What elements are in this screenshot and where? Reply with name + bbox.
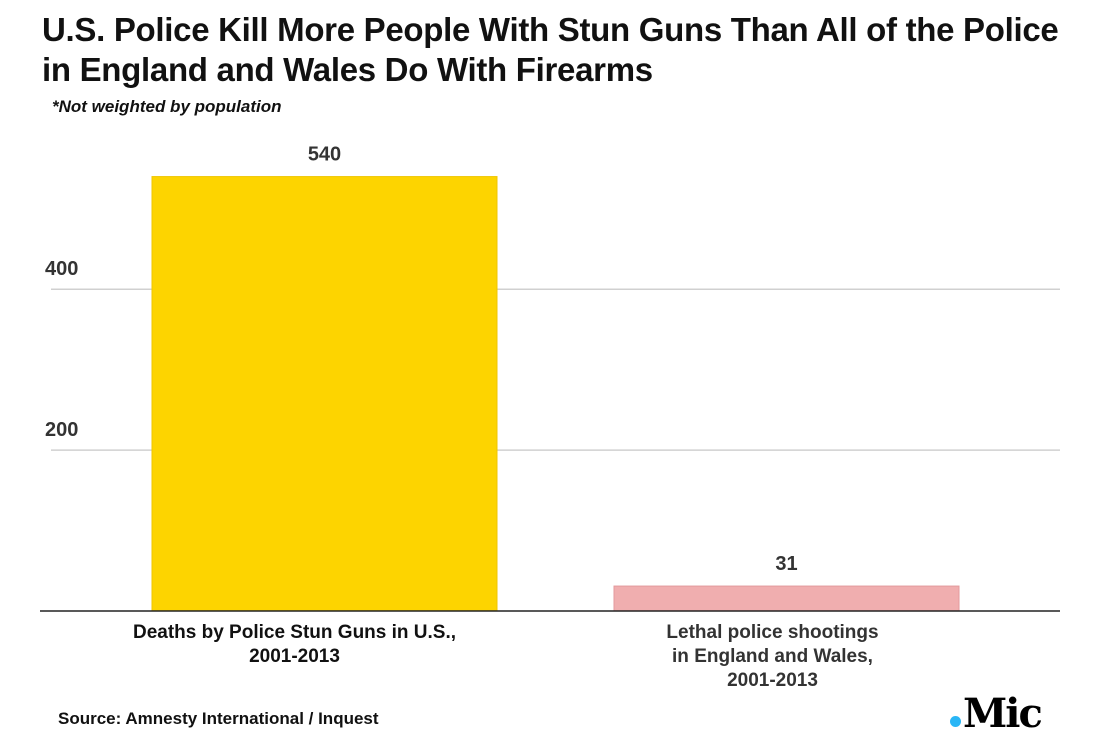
x-category-label: Deaths by Police Stun Guns in U.S., 2001-… (133, 622, 456, 667)
source-note: Source: Amnesty International / Inquest (58, 709, 379, 728)
x-category-label-line: Deaths by Police Stun Guns in U.S., (133, 622, 456, 643)
data-label: 31 (775, 553, 797, 575)
logo-dot (950, 716, 961, 727)
x-category-label-line: Lethal police shootings (666, 622, 878, 643)
chart-title: U.S. Police Kill More People With Stun G… (42, 11, 1059, 88)
x-category-label-line: 2001-2013 (727, 670, 818, 691)
x-category-label-line: 2001-2013 (249, 646, 340, 667)
y-tick-label: 200 (45, 419, 78, 441)
data-label: 540 (308, 144, 341, 166)
chart-subtitle: *Not weighted by population (52, 97, 282, 116)
bar (613, 585, 960, 612)
x-category-label-line: in England and Wales, (672, 646, 873, 667)
y-tick-label: 400 (45, 258, 78, 280)
x-category-label: Lethal police shootings in England and Wa… (666, 622, 878, 691)
mic-logo: Mic (950, 690, 1043, 737)
bar (151, 176, 498, 612)
